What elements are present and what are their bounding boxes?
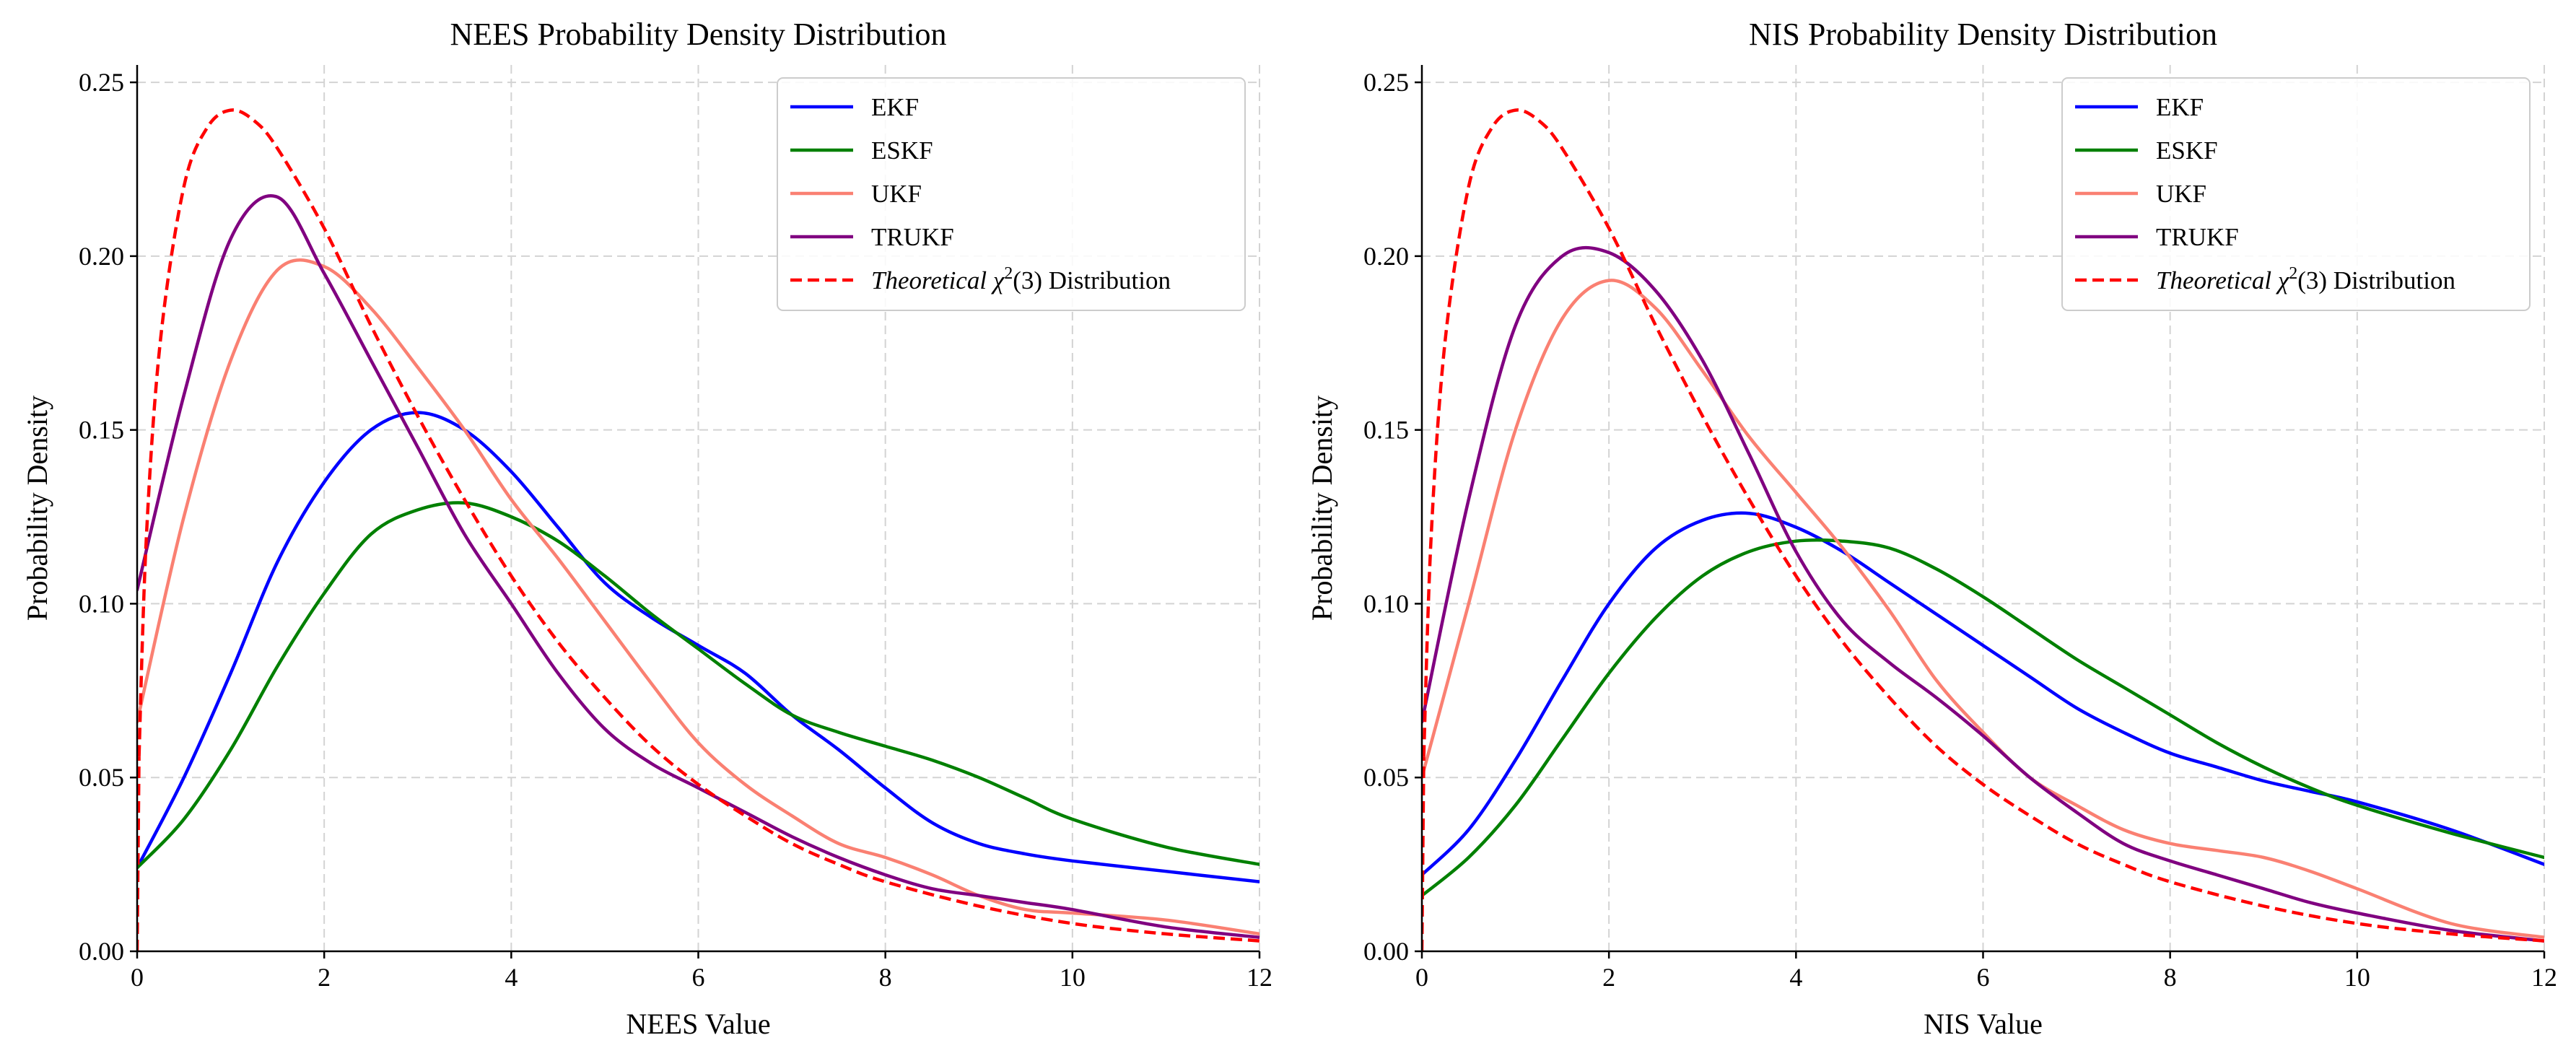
y-tick-label: 0.25: [79, 68, 124, 97]
x-tick-label: 12: [1246, 963, 1272, 992]
legend-box: [2061, 77, 2531, 311]
x-tick-label: 4: [505, 963, 518, 992]
y-tick-label: 0.05: [79, 763, 124, 792]
x-tick-label: 8: [879, 963, 892, 992]
chart-panel-2: 0 2 4 6 8 10 12 0.00 0.05 0.10 0.15 0.20 0.25 NIS Pro…: [1306, 17, 2557, 1040]
series-line-trukf: [1422, 245, 2544, 943]
x-tick-label: 6: [692, 963, 705, 992]
series-line-ukf: [1422, 279, 2544, 939]
y-tick-label: 0.05: [1363, 763, 1409, 792]
series-line-eskf: [137, 501, 1259, 870]
y-tick-label: 0.10: [1363, 589, 1409, 618]
legend: EKF ESKF UKF TRUKF Theoretical χ2(3) Distrib…: [2061, 77, 2531, 311]
chart-title: NIS Probability Density Distribution: [1749, 17, 2217, 52]
legend-label: ESKF: [2156, 136, 2218, 165]
y-tick-label: 0.00: [79, 937, 124, 966]
y-tick-label: 0.15: [79, 416, 124, 445]
legend-label: TRUKF: [2156, 223, 2239, 251]
series-lines: [1422, 108, 2544, 951]
legend-label: ESKF: [871, 136, 933, 165]
series-line-theoretical: [137, 108, 1259, 943]
legend-label: Theoretical χ2(3) Distribution: [871, 264, 1171, 294]
y-tick-label: 0.10: [79, 589, 124, 618]
series-line-theoretical: [1422, 108, 2544, 943]
x-tick-label: 8: [2164, 963, 2177, 992]
x-tick-label: 0: [131, 963, 144, 992]
series-line-theoretical-start: [137, 756, 141, 951]
x-tick-label: 2: [318, 963, 331, 992]
x-tick-label: 0: [1415, 963, 1428, 992]
y-tick-label: 0.20: [1363, 242, 1409, 271]
series-line-ekf: [137, 411, 1259, 883]
x-tick-label: 12: [2531, 963, 2557, 992]
series-line-theoretical-start: [1422, 756, 1425, 951]
y-tick-label: 0.20: [79, 242, 124, 271]
x-tick-label: 4: [1789, 963, 1802, 992]
legend-label: UKF: [871, 180, 922, 208]
legend: EKF ESKF UKF TRUKF Theoretical χ2(3) Distrib…: [777, 77, 1246, 311]
y-tick-label: 0.00: [1363, 937, 1409, 966]
x-axis-label: NEES Value: [626, 1008, 770, 1040]
chart-title: NEES Probability Density Distribution: [450, 17, 946, 52]
legend-label: UKF: [2156, 180, 2206, 208]
x-tick-label: 6: [1977, 963, 1990, 992]
legend-label: EKF: [871, 93, 919, 121]
series-line-trukf: [137, 194, 1259, 939]
legend-label: Theoretical χ2(3) Distribution: [2156, 264, 2455, 294]
series-line-ukf: [137, 258, 1259, 936]
x-tick-label: 10: [2344, 963, 2370, 992]
y-axis-label: Probability Density: [21, 396, 53, 621]
series-line-ekf: [1422, 511, 2544, 877]
y-tick-label: 0.25: [1363, 68, 1409, 97]
x-tick-label: 2: [1602, 963, 1615, 992]
x-axis-label: NIS Value: [1924, 1008, 2043, 1040]
x-tick-label: 10: [1060, 963, 1086, 992]
legend-label: EKF: [2156, 93, 2204, 121]
y-tick-label: 0.15: [1363, 416, 1409, 445]
series-line-eskf: [1422, 538, 2544, 898]
series-lines: [137, 108, 1259, 951]
legend-box: [777, 77, 1246, 311]
y-axis-label: Probability Density: [1306, 396, 1338, 621]
legend-label: TRUKF: [871, 223, 954, 251]
chart-panel-1: 0 2 4 6 8 10 12 0.00 0.05 0.10 0.15 0.20 0.25 NEES Pr…: [21, 17, 1272, 1040]
